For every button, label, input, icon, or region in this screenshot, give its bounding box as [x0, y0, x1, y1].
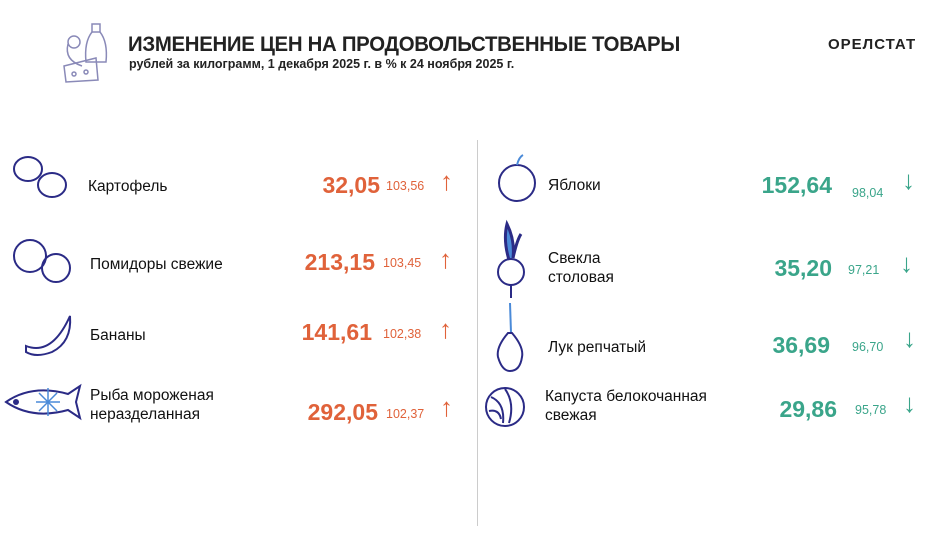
item-label: Бананы — [90, 327, 146, 344]
arrow-up-icon: ↑ — [439, 314, 452, 344]
item-price: 141,61 — [301, 319, 372, 345]
column-divider — [477, 140, 478, 526]
item-index: 102,38 — [383, 327, 422, 341]
item-index: 98,04 — [852, 186, 884, 200]
item-index: 102,37 — [386, 407, 425, 421]
item-index: 95,78 — [855, 403, 887, 417]
arrow-up-icon: ↑ — [440, 392, 453, 422]
item-label: Картофель — [88, 178, 168, 195]
frozen-fish-icon — [4, 383, 82, 421]
brand-logo: ОРЕЛСТАТ — [828, 36, 917, 53]
item-label: Капуста белокочанная свежая — [545, 388, 707, 424]
arrow-down-icon: ↓ — [900, 248, 913, 278]
item-price: 292,05 — [307, 399, 378, 425]
item-label: Помидоры свежие — [90, 256, 223, 273]
item-index: 97,21 — [848, 263, 880, 277]
cabbage-icon — [485, 387, 525, 427]
item-label: Рыба мороженая неразделанная — [90, 387, 214, 423]
item-price: 32,05 — [322, 172, 380, 198]
apple-icon — [498, 154, 536, 202]
item-price: 213,15 — [304, 249, 375, 275]
item-price: 29,86 — [779, 396, 837, 422]
page-title: ИЗМЕНЕНИЕ ЦЕН НА ПРОДОВОЛЬСТВЕННЫЕ ТОВАР… — [128, 33, 680, 56]
item-price: 35,20 — [774, 255, 832, 281]
item-label: Лук репчатый — [548, 339, 647, 356]
onion-icon — [496, 302, 524, 373]
potato-icon — [13, 156, 67, 198]
item-label: Свекла столовая — [548, 250, 614, 286]
page-subtitle: рублей за килограмм, 1 декабря 2025 г. в… — [129, 57, 515, 71]
arrow-down-icon: ↓ — [902, 165, 915, 195]
arrow-down-icon: ↓ — [903, 388, 916, 418]
arrow-down-icon: ↓ — [903, 323, 916, 353]
item-price: 36,69 — [772, 332, 830, 358]
arrow-up-icon: ↑ — [440, 166, 453, 196]
arrow-up-icon: ↑ — [439, 244, 452, 274]
item-price: 152,64 — [761, 172, 832, 198]
item-index: 103,45 — [383, 256, 422, 270]
item-index: 96,70 — [852, 340, 884, 354]
groceries-logo-icon — [63, 23, 108, 83]
item-label: Яблоки — [548, 177, 601, 194]
item-index: 103,56 — [386, 179, 425, 193]
tomato-icon — [13, 239, 71, 283]
banana-icon — [25, 315, 72, 356]
beet-icon — [497, 219, 525, 298]
